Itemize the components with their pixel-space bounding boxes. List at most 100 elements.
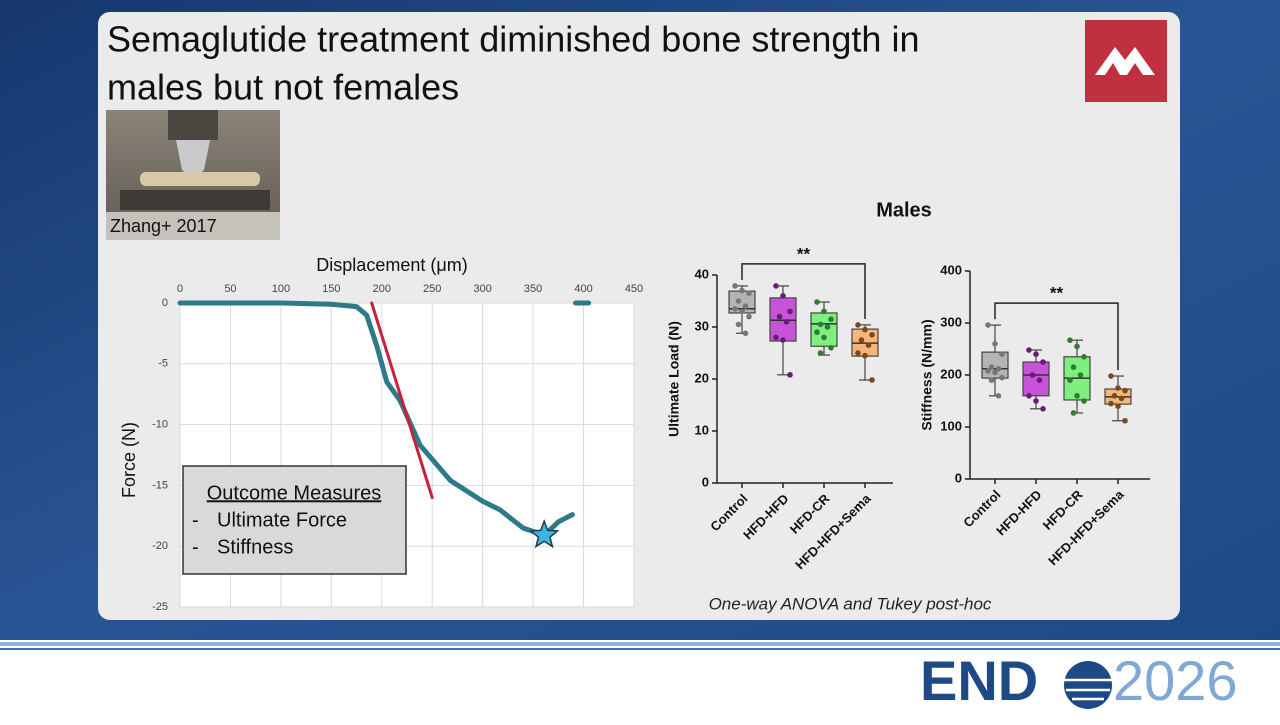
- data-point: [787, 308, 793, 315]
- data-point: [1074, 393, 1080, 399]
- data-point: [1036, 377, 1043, 384]
- outcome-title: Outcome Measures: [207, 482, 382, 504]
- data-point: [855, 322, 861, 328]
- significance-label: **: [1050, 284, 1064, 303]
- data-point: [1029, 372, 1036, 378]
- data-point: [828, 345, 834, 351]
- data-point: [999, 374, 1005, 381]
- x-axis-label: Displacement (μm): [316, 255, 467, 275]
- data-point: [862, 326, 868, 333]
- data-point: [824, 324, 831, 330]
- panel-title: Males: [876, 199, 932, 221]
- data-point: [742, 330, 749, 337]
- data-point: [985, 368, 991, 374]
- data-point: [814, 329, 820, 336]
- data-point: [988, 364, 995, 371]
- y-tick-label: -15: [152, 479, 168, 491]
- box: [769, 297, 797, 342]
- data-point: [817, 321, 824, 328]
- data-point: [858, 337, 865, 343]
- data-point: [995, 365, 1002, 372]
- x-tick-label: 0: [177, 283, 183, 295]
- x-tick-label: 400: [574, 283, 592, 295]
- data-point: [1077, 372, 1084, 378]
- x-tick-label: 100: [272, 283, 290, 295]
- data-point: [1040, 359, 1046, 365]
- data-point: [855, 350, 861, 356]
- data-point: [1122, 417, 1128, 424]
- data-point: [1040, 406, 1046, 412]
- data-point: [1067, 337, 1073, 343]
- data-point: [1070, 410, 1077, 416]
- data-point: [1108, 400, 1114, 407]
- data-point: [1122, 387, 1128, 394]
- x-tick-label: 150: [322, 283, 340, 295]
- failure-point: [528, 519, 560, 549]
- photo-caption: Zhang+ 2017: [110, 216, 217, 236]
- y-tick-label: 0: [702, 474, 709, 489]
- outcome-item: Stiffness: [217, 536, 293, 558]
- photo: Zhang+ 2017: [106, 110, 280, 240]
- data-point: [1026, 393, 1032, 399]
- y-axis-label: Ultimate Load (N): [666, 321, 682, 437]
- data-point: [999, 351, 1005, 358]
- x-tick-label: 300: [473, 283, 491, 295]
- data-point: [988, 377, 995, 384]
- footer-rule: [0, 642, 1280, 646]
- significance-label: **: [797, 244, 811, 263]
- y-tick-label: 0: [955, 470, 962, 485]
- y-tick-label: 400: [940, 262, 962, 277]
- data-point: [735, 321, 742, 328]
- svg-text:-: -: [192, 536, 199, 558]
- data-point: [773, 334, 779, 341]
- data-point: [869, 377, 875, 383]
- data-point: [746, 290, 752, 297]
- data-point: [869, 332, 875, 338]
- data-point: [814, 299, 820, 305]
- svg-text:-: -: [192, 509, 199, 531]
- stats-note: One-way ANOVA and Tukey post-hoc: [709, 594, 992, 613]
- data-point: [1033, 351, 1039, 358]
- data-point: [1118, 395, 1125, 402]
- data-point: [1070, 364, 1077, 371]
- x-tick-label: 350: [524, 283, 542, 295]
- footer-year: 2026: [1113, 649, 1238, 712]
- data-point: [992, 341, 998, 347]
- footer-rule: [0, 648, 1280, 650]
- data-point: [739, 308, 745, 315]
- x-tick-label: 50: [224, 283, 236, 295]
- outcome-item: Ultimate Force: [217, 509, 347, 531]
- data-point: [776, 313, 783, 320]
- logo: [1085, 20, 1167, 102]
- x-tick-label: 200: [373, 283, 391, 295]
- footer-brand: END: [920, 649, 1038, 712]
- slide-title: males but not females: [107, 67, 459, 108]
- data-point: [821, 308, 827, 315]
- y-tick-label: 100: [940, 418, 962, 433]
- slide-title: Semaglutide treatment diminished bone st…: [107, 19, 919, 60]
- y-tick-label: 30: [695, 318, 709, 333]
- y-tick-label: -5: [158, 358, 168, 370]
- data-point: [862, 352, 868, 359]
- data-point: [1081, 398, 1087, 404]
- y-tick-label: 200: [940, 366, 962, 381]
- data-point: [1115, 403, 1121, 410]
- y-tick-label: 20: [695, 370, 709, 385]
- significance-bracket: [741, 263, 866, 319]
- data-point: [992, 369, 998, 376]
- outcome-box: Outcome Measures - Ultimate Force - Stif…: [182, 465, 407, 575]
- data-point: [1115, 385, 1121, 391]
- data-point: [1033, 398, 1039, 404]
- data-point: [742, 303, 749, 310]
- data-point: [783, 319, 790, 325]
- data-point: [985, 322, 991, 328]
- data-point: [732, 283, 738, 289]
- data-point: [773, 283, 779, 289]
- data-point: [1067, 377, 1073, 384]
- significance-bracket: [994, 302, 1119, 371]
- data-point: [746, 313, 752, 320]
- data-point: [739, 287, 745, 294]
- data-point: [1111, 393, 1118, 399]
- data-point: [787, 372, 793, 378]
- y-tick-label: -25: [152, 601, 168, 613]
